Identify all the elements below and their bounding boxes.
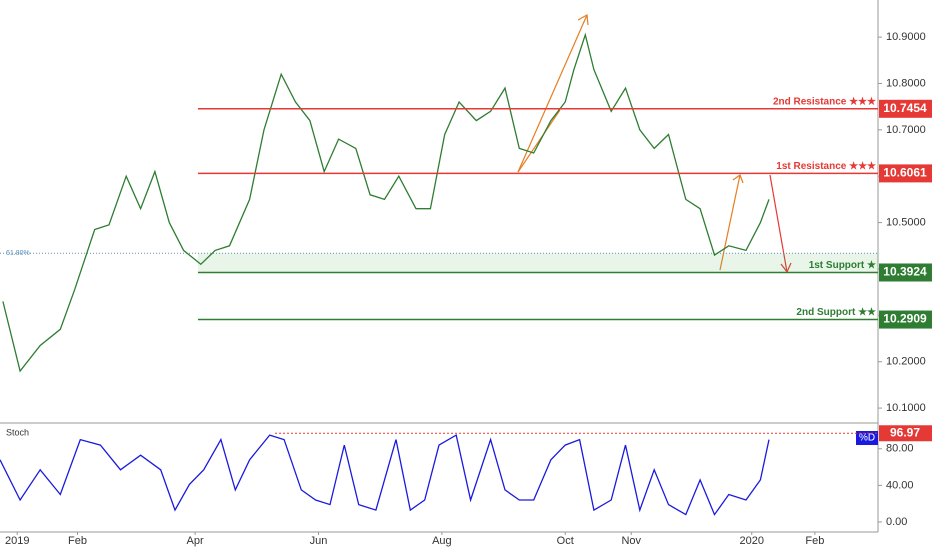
y-tick-label: 10.2000 — [886, 356, 926, 368]
x-tick-label: Apr — [187, 535, 204, 547]
legend-label: %D — [859, 433, 875, 444]
y-tick-label: 10.1000 — [886, 402, 926, 414]
x-tick-label: Feb — [68, 535, 87, 547]
indicator-line — [0, 434, 770, 516]
y-tick-label: 10.7000 — [886, 124, 926, 136]
x-tick-label: Nov — [621, 535, 641, 547]
level-name: 1st Support ★ — [809, 260, 876, 271]
y-tick-label: 40.00 — [886, 479, 914, 491]
fib-label: 61.80% — [6, 250, 30, 257]
level-name: 2nd Support ★★ — [796, 307, 876, 318]
level-badge — [879, 263, 932, 282]
x-tick-label: Feb — [805, 535, 824, 547]
arrow — [769, 174, 788, 273]
legend-box — [856, 431, 878, 445]
y-tick-label: 80.00 — [886, 443, 914, 455]
level-badge — [879, 310, 932, 329]
y-tick-label: 10.5000 — [886, 216, 926, 228]
panel-title: Stoch — [6, 427, 29, 437]
x-tick-label: Jun — [310, 535, 328, 547]
arrow — [517, 14, 588, 173]
level-value: 10.3924 — [883, 265, 927, 279]
y-tick-label: 10.9000 — [886, 31, 926, 43]
x-tick-label: 2019 — [5, 535, 29, 547]
arrow — [719, 174, 741, 271]
y-tick-label: 10.8000 — [886, 77, 926, 89]
level-name: 1st Resistance ★★★ — [776, 161, 876, 172]
fib-leg — [517, 109, 561, 173]
level-badge — [879, 99, 932, 118]
level-value: 10.7454 — [883, 101, 927, 115]
marker-badge — [879, 425, 932, 442]
drawings — [517, 14, 792, 274]
level-badge — [879, 164, 932, 183]
marker-value: 96.97 — [890, 425, 920, 439]
arrow-head — [732, 174, 744, 184]
x-tick-label: Oct — [557, 535, 574, 547]
support-zone — [197, 253, 878, 273]
x-tick-label: 2020 — [740, 535, 764, 547]
level-value: 10.2909 — [883, 312, 927, 326]
price-line — [2, 32, 770, 373]
level-value: 10.6061 — [883, 166, 927, 180]
y-tick-label: 0.00 — [886, 516, 907, 528]
x-tick-label: Aug — [432, 535, 452, 547]
arrow-head — [577, 14, 589, 26]
level-name: 2nd Resistance ★★★ — [773, 96, 876, 107]
